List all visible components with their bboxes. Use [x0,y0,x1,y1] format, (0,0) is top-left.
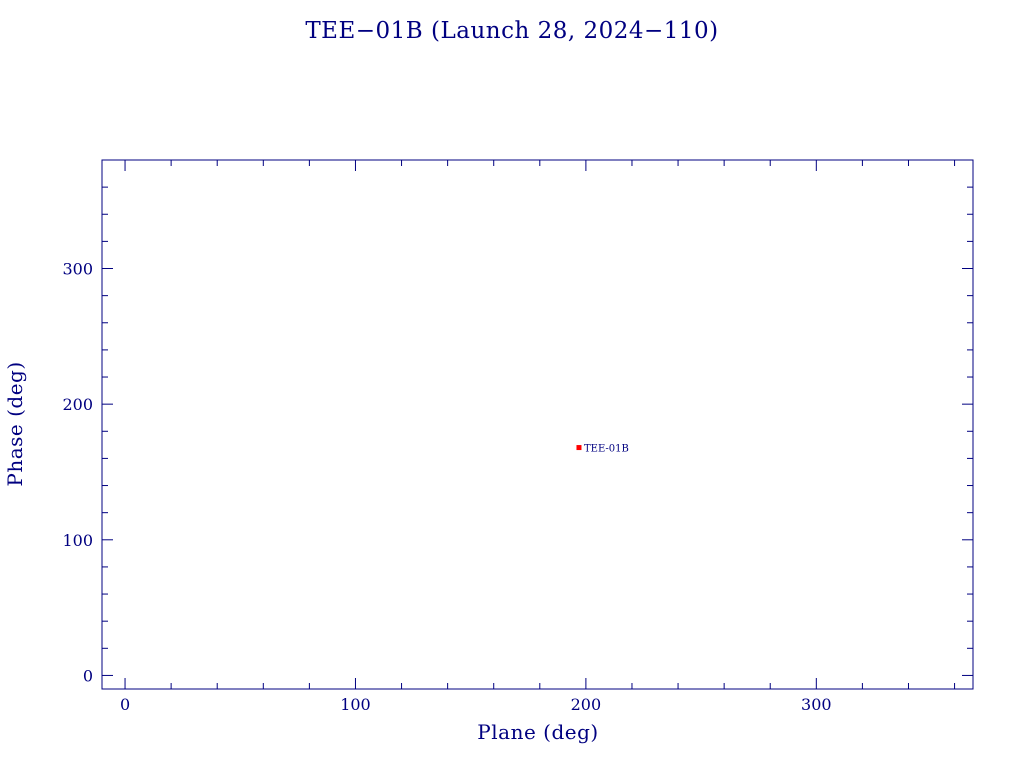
x-tick-label: 200 [571,695,602,714]
y-tick-label: 0 [83,666,93,685]
y-tick-label: 200 [62,395,93,414]
x-tick-label: 300 [801,695,832,714]
x-tick-label: 100 [340,695,371,714]
x-tick-label: 0 [120,695,130,714]
data-point-label: TEE-01B [584,444,629,455]
y-axis-label: Phase (deg) [3,361,27,486]
axis-ticks [102,159,973,689]
data-points: TEE-01B [576,444,629,455]
data-point [576,445,582,451]
x-axis-label: Plane (deg) [477,720,598,744]
tick-labels: 0 100 200 300 0 100 200 300 [62,260,831,714]
chart-title: TEE−01B (Launch 28, 2024−110) [305,18,718,44]
plot-frame [101,159,974,690]
y-tick-label: 300 [62,260,93,279]
y-tick-label: 100 [62,531,93,550]
